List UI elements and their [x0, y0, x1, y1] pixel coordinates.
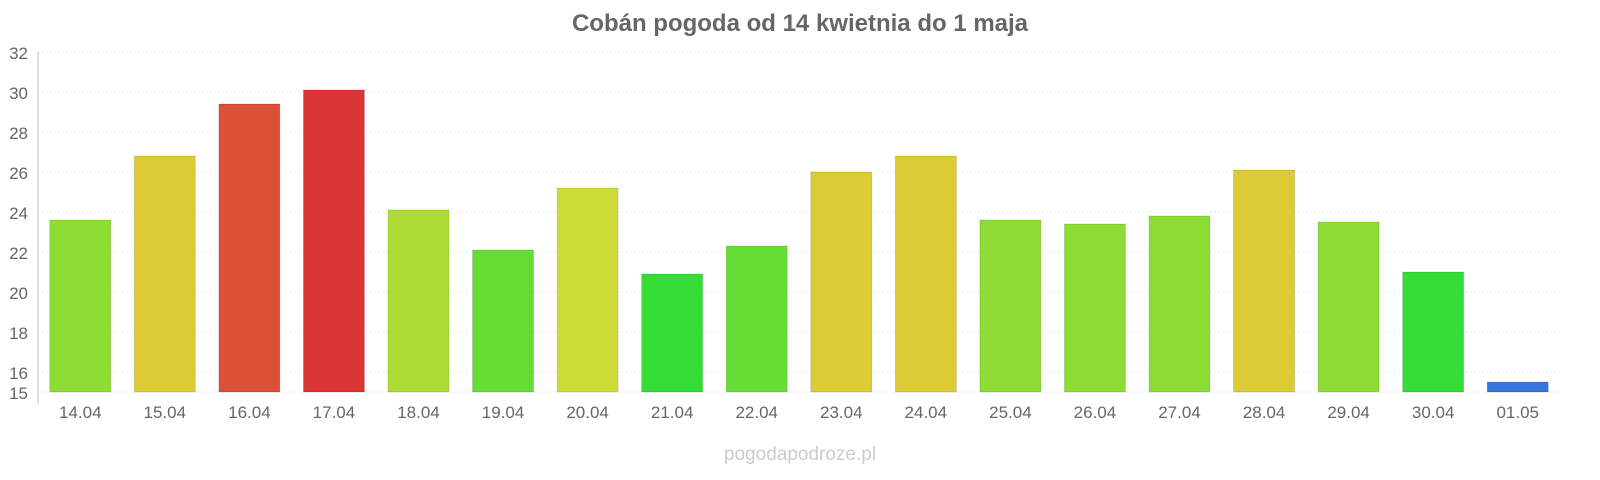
- x-tick-label: 23.04: [820, 403, 863, 422]
- bar-29.04: [1317, 221, 1380, 393]
- bar-18.04: [387, 209, 450, 393]
- x-tick-label: 20.04: [566, 403, 609, 422]
- bar-23.04: [810, 171, 873, 393]
- chart-title: Cobán pogoda od 14 kwietnia do 1 maja: [572, 10, 1029, 37]
- bar-01.05: [1486, 381, 1549, 393]
- footer-watermark: pogodapodroze.pl: [724, 444, 876, 465]
- bar-25.04: [979, 219, 1042, 393]
- y-tick-label: 28: [9, 124, 28, 143]
- y-tick-label: 22: [9, 244, 28, 263]
- bar-15.04: [133, 155, 196, 393]
- x-tick-label: 28.04: [1243, 403, 1286, 422]
- x-tick-label: 16.04: [228, 403, 271, 422]
- bar-16.04: [218, 103, 281, 393]
- bars: [49, 89, 1549, 393]
- bar-27.04: [1148, 215, 1211, 393]
- x-tick-label: 17.04: [313, 403, 356, 422]
- x-tick-label: 27.04: [1158, 403, 1201, 422]
- x-tick-label: 21.04: [651, 403, 694, 422]
- bar-21.04: [641, 273, 704, 393]
- bar-22.04: [725, 245, 788, 393]
- bar-30.04: [1402, 271, 1465, 393]
- bar-17.04: [302, 89, 365, 393]
- y-tick-label: 30: [9, 84, 28, 103]
- bar-14.04: [49, 219, 112, 393]
- bar-19.04: [472, 249, 535, 393]
- x-tick-label: 22.04: [735, 403, 778, 422]
- x-tick-label: 19.04: [482, 403, 525, 422]
- x-tick-label: 18.04: [397, 403, 440, 422]
- x-tick-label: 25.04: [989, 403, 1032, 422]
- bar-24.04: [894, 155, 957, 393]
- x-tick-label: 01.05: [1496, 403, 1539, 422]
- x-tick-label: 30.04: [1412, 403, 1455, 422]
- bar-28.04: [1233, 169, 1296, 393]
- bar-20.04: [556, 187, 619, 393]
- y-tick-label: 20: [9, 284, 28, 303]
- y-tick-label: 24: [9, 204, 28, 223]
- x-tick-label: 26.04: [1074, 403, 1117, 422]
- y-tick-label: 32: [9, 44, 28, 63]
- x-tick-label: 14.04: [59, 403, 102, 422]
- x-axis: 14.04 15.04 16.04 17.04 18.04 19.04 20.04 21.04…: [59, 403, 1539, 422]
- y-tick-label: 15: [9, 384, 28, 403]
- grid-lines: [38, 51, 1560, 393]
- y-tick-label: 18: [9, 324, 28, 343]
- y-tick-label: 26: [9, 164, 28, 183]
- x-tick-label: 15.04: [144, 403, 187, 422]
- y-tick-label: 16: [9, 364, 28, 383]
- bar-26.04: [1063, 223, 1126, 393]
- x-tick-label: 24.04: [905, 403, 948, 422]
- x-tick-label: 29.04: [1327, 403, 1370, 422]
